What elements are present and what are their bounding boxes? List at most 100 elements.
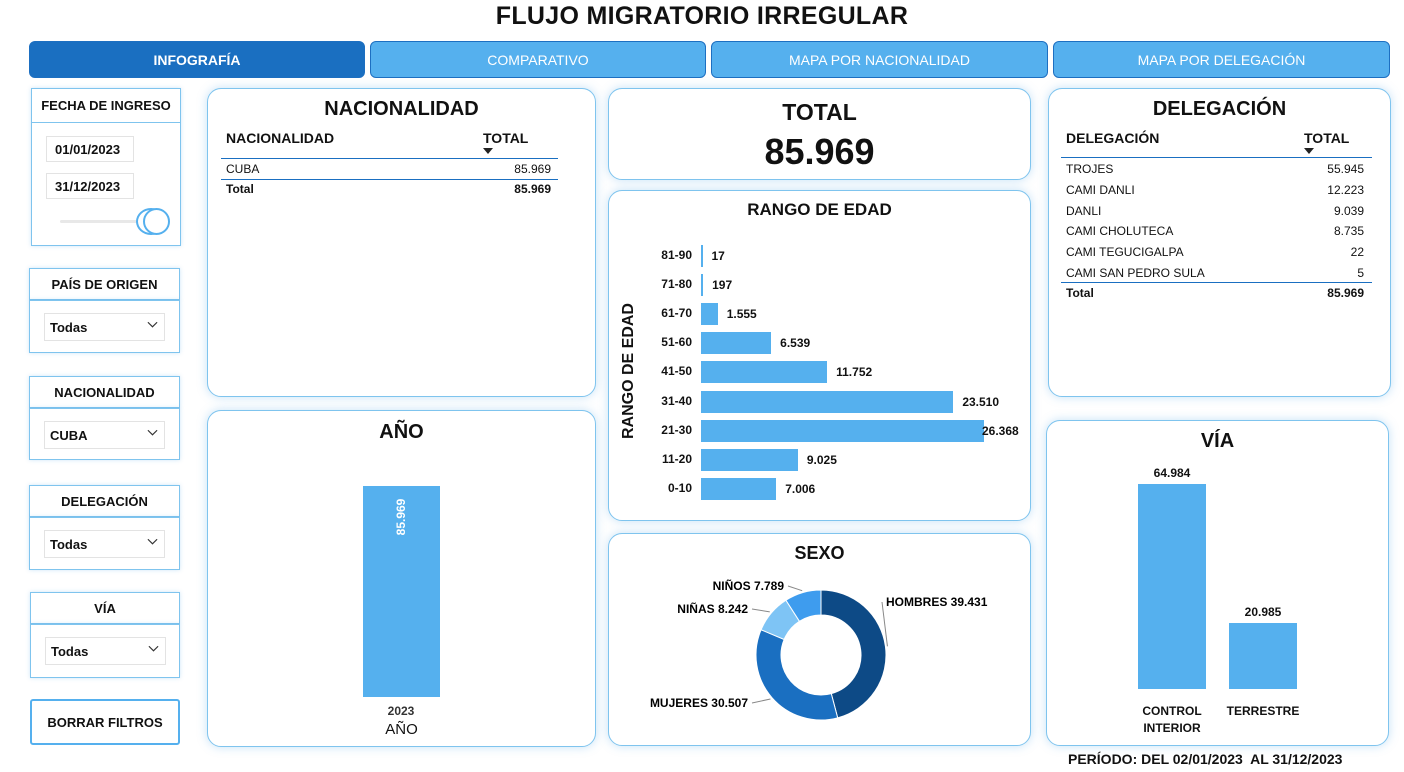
sexo-slice-label: NIÑOS 7.789 bbox=[713, 578, 785, 593]
anio-panel: AÑO 85.969 2023 AÑO bbox=[207, 410, 596, 747]
fecha-slicer: FECHA DE INGRESO 01/01/2023 31/12/2023 bbox=[31, 88, 181, 246]
total-label: TOTAL bbox=[782, 99, 857, 125]
edad-y-tick-label: 41-50 bbox=[661, 364, 692, 379]
total-rule bbox=[221, 179, 558, 180]
table-row-name[interactable]: TROJES bbox=[1066, 162, 1114, 176]
sexo-slice[interactable] bbox=[820, 589, 887, 719]
nacionalidad-panel: NACIONALIDAD NACIONALIDAD TOTAL CUBA 85.… bbox=[207, 88, 596, 397]
tab-mapa-delegacion[interactable]: MAPA POR DELEGACIÓN bbox=[1053, 41, 1390, 78]
sexo-leader-line bbox=[787, 585, 803, 592]
anio-bar[interactable] bbox=[363, 486, 440, 697]
edad-bar[interactable] bbox=[701, 332, 772, 355]
edad-bar[interactable] bbox=[701, 448, 798, 471]
table-total-label: Total bbox=[1066, 286, 1094, 300]
tab-mapa-nacionalidad[interactable]: MAPA POR NACIONALIDAD bbox=[711, 41, 1048, 78]
table-row-value: 12.223 bbox=[1327, 182, 1364, 197]
period-label: PERÍODO: DEL 02/01/2023 AL 31/12/2023 bbox=[1068, 751, 1343, 767]
total-card: TOTAL 85.969 bbox=[608, 88, 1031, 180]
via-dropdown-value: Todas bbox=[51, 643, 89, 659]
edad-y-tick-label: 21-30 bbox=[661, 422, 692, 437]
edad-chart-title: RANGO DE EDAD bbox=[747, 200, 892, 219]
table-total-value: 85.969 bbox=[1327, 286, 1364, 300]
table-row-name[interactable]: CAMI DANLI bbox=[1066, 182, 1135, 197]
table-row-value: 22 bbox=[1350, 245, 1364, 260]
edad-bar[interactable] bbox=[701, 419, 984, 442]
chevron-down-icon bbox=[147, 321, 158, 328]
date-to-field[interactable]: 31/12/2023 bbox=[46, 173, 134, 199]
sexo-chart-title: SEXO bbox=[794, 543, 845, 563]
table-row-value: 9.039 bbox=[1333, 203, 1364, 218]
edad-bar-value-label: 6.539 bbox=[780, 336, 811, 351]
edad-bar-value-label: 1.555 bbox=[726, 307, 757, 322]
delegacion-slicer-label: DELEGACIÓN bbox=[29, 485, 180, 517]
via-panel: VÍA 64.984 CONTROL INTERIOR 20.985 TERRESTR… bbox=[1046, 420, 1389, 746]
sexo-slice[interactable] bbox=[785, 589, 822, 622]
date-from-field[interactable]: 01/01/2023 bbox=[46, 136, 134, 162]
sexo-slice-label: NIÑAS 8.242 bbox=[677, 601, 748, 616]
chevron-down-icon bbox=[148, 645, 159, 652]
pais-slicer-label: PAÍS DE ORIGEN bbox=[29, 268, 180, 300]
sexo-slice[interactable] bbox=[755, 629, 839, 721]
table-row-name[interactable]: CUBA bbox=[226, 162, 260, 176]
page-title: FLUJO MIGRATORIO IRREGULAR bbox=[495, 2, 909, 30]
edad-bar[interactable] bbox=[701, 361, 828, 384]
sexo-slice-label: HOMBRES 39.431 bbox=[886, 595, 988, 609]
delegacion-title: DELEGACIÓN bbox=[1152, 98, 1287, 120]
via-bar[interactable] bbox=[1138, 484, 1206, 689]
sexo-leader-line bbox=[881, 601, 888, 647]
total-rule bbox=[1061, 282, 1372, 283]
edad-bar[interactable] bbox=[701, 390, 954, 413]
sexo-donut-chart: HOMBRES 39.431 MUJERES 30.507 NIÑAS 8.242 N… bbox=[650, 578, 988, 721]
table-row-name[interactable]: CAMI CHOLUTECA bbox=[1066, 224, 1174, 239]
delegacion-dropdown[interactable]: Todas bbox=[44, 530, 165, 558]
nacionalidad-dropdown[interactable]: CUBA bbox=[44, 421, 165, 449]
pais-dropdown[interactable]: Todas bbox=[44, 313, 165, 341]
header-rule bbox=[1061, 157, 1372, 158]
nacionalidad-col-header[interactable]: NACIONALIDAD bbox=[226, 130, 335, 146]
delegacion-col-header[interactable]: DELEGACIÓN bbox=[1066, 130, 1160, 146]
table-total-label: Total bbox=[226, 182, 254, 196]
edad-bar-value-label: 17 bbox=[711, 249, 725, 263]
table-row-name[interactable]: CAMI TEGUCIGALPA bbox=[1066, 245, 1184, 260]
edad-y-tick-label: 11-20 bbox=[661, 451, 692, 466]
via-bar-value-label: 20.985 bbox=[1244, 604, 1282, 619]
via-x-tick-label: TERRESTRE bbox=[1226, 704, 1300, 718]
edad-bar-value-label: 9.025 bbox=[806, 452, 837, 467]
sexo-slice-label: MUJERES 30.507 bbox=[650, 696, 748, 710]
edad-y-tick-label: 81-90 bbox=[661, 248, 692, 262]
edad-bar[interactable] bbox=[701, 245, 703, 267]
anio-chart: 85.969 2023 bbox=[208, 411, 597, 748]
tab-comparativo[interactable]: COMPARATIVO bbox=[370, 41, 706, 78]
nacionalidad-slicer-label: NACIONALIDAD bbox=[29, 376, 180, 408]
edad-bar[interactable] bbox=[701, 477, 777, 500]
edad-y-tick-label: 51-60 bbox=[661, 335, 692, 350]
via-x-tick-label: CONTROL INTERIOR bbox=[1142, 704, 1202, 735]
table-row-name[interactable]: DANLI bbox=[1066, 203, 1102, 218]
sexo-leader-line bbox=[751, 608, 770, 613]
edad-y-tick-label: 61-70 bbox=[661, 306, 692, 321]
edad-panel: RANGO DE EDAD RANGO DE EDAD 81-90 17 71-80… bbox=[608, 190, 1031, 521]
clear-filters-button[interactable]: BORRAR FILTROS bbox=[30, 699, 180, 745]
table-row-value: 85.969 bbox=[514, 162, 551, 176]
nacionalidad-dropdown-value: CUBA bbox=[50, 427, 88, 443]
edad-bar-value-label: 197 bbox=[712, 278, 733, 293]
edad-chart: 81-90 17 71-80 197 61-70 1.555 51-60 6.539 41-50… bbox=[609, 191, 1032, 522]
edad-bar[interactable] bbox=[701, 274, 704, 297]
date-range-handle-end[interactable] bbox=[143, 208, 170, 235]
nacionalidad-title: NACIONALIDAD bbox=[324, 98, 479, 120]
tab-infografia[interactable]: INFOGRAFÍA bbox=[29, 41, 365, 78]
header-rule bbox=[221, 158, 558, 159]
total-col-header[interactable]: TOTAL bbox=[1304, 130, 1350, 146]
edad-bar[interactable] bbox=[701, 303, 718, 326]
via-bar[interactable] bbox=[1229, 622, 1297, 689]
total-value: 85.969 bbox=[764, 131, 875, 172]
anio-x-axis-label: AÑO bbox=[385, 721, 418, 738]
pais-slicer: Todas bbox=[29, 300, 180, 353]
total-col-header[interactable]: TOTAL bbox=[483, 130, 529, 146]
via-dropdown[interactable]: Todas bbox=[45, 637, 166, 665]
table-row-name[interactable]: CAMI SAN PEDRO SULA bbox=[1066, 266, 1205, 280]
chevron-down-icon bbox=[147, 538, 158, 545]
delegacion-panel: DELEGACIÓN DELEGACIÓN TOTAL TROJES 55.945… bbox=[1048, 88, 1391, 397]
edad-bar-value-label: 7.006 bbox=[785, 481, 816, 496]
via-slicer-label: VÍA bbox=[30, 592, 180, 624]
